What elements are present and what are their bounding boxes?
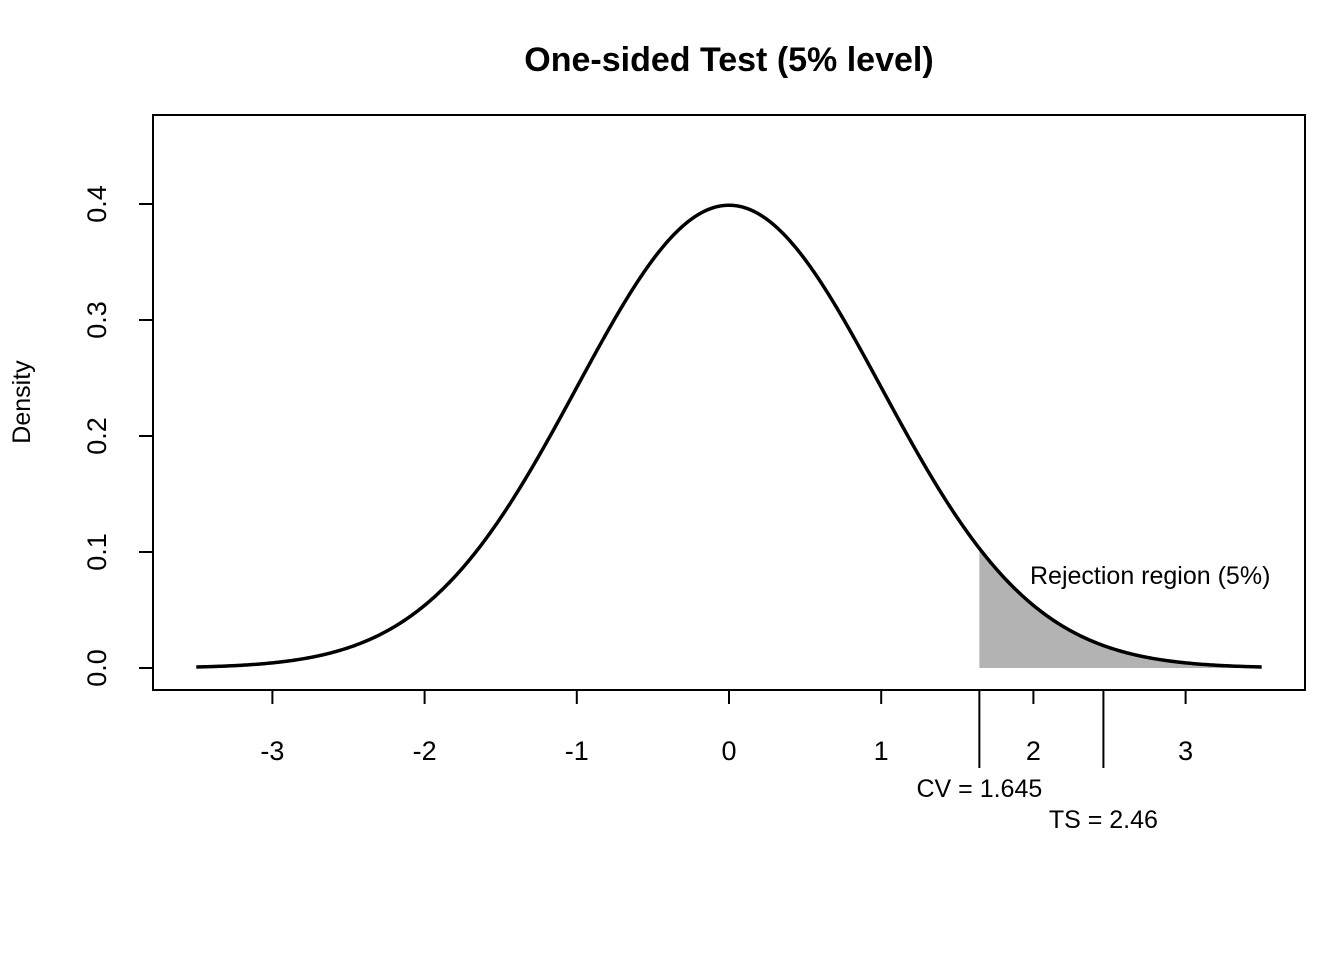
x-tick-label: 2 <box>1026 736 1041 766</box>
x-tick-label: -2 <box>413 736 437 766</box>
x-tick-label: 1 <box>874 736 889 766</box>
y-tick-label: 0.0 <box>82 649 112 687</box>
density-curve <box>196 203 1262 669</box>
y-tick-label: 0.4 <box>82 185 112 223</box>
y-tick-label: 0.2 <box>82 417 112 455</box>
chart-title: One-sided Test (5% level) <box>524 41 933 79</box>
y-tick-label: 0.3 <box>82 301 112 339</box>
x-tick-label: 0 <box>721 736 736 766</box>
x-tick-label: -1 <box>565 736 589 766</box>
x-tick-label: -3 <box>260 736 284 766</box>
y-axis-label: Density <box>8 360 36 444</box>
rejection-region-label: Rejection region (5%) <box>1030 562 1270 590</box>
rejection-region-area <box>979 548 1262 668</box>
marker-label: CV = 1.645 <box>916 775 1042 803</box>
plot-frame <box>152 114 1306 691</box>
x-tick-label: 3 <box>1178 736 1193 766</box>
marker-label: TS = 2.46 <box>1049 806 1158 834</box>
y-tick-label: 0.1 <box>82 533 112 571</box>
